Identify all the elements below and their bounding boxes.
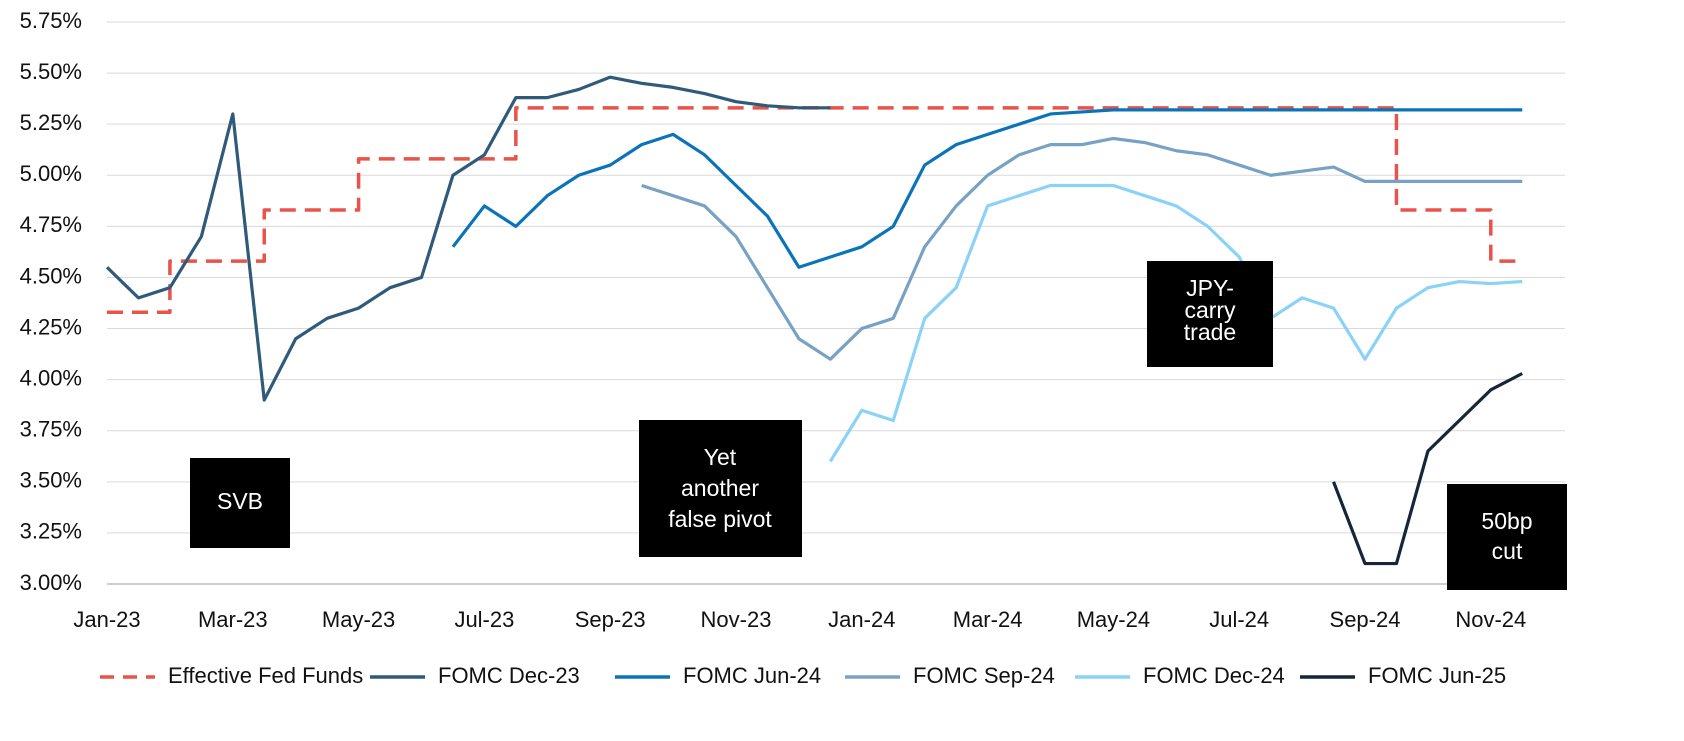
x-tick-label: Sep-24 (1330, 607, 1401, 632)
x-tick-label: Jan-24 (828, 607, 895, 632)
legend-label: FOMC Jun-24 (683, 663, 821, 688)
annotation-text: SVB (217, 488, 263, 514)
annotation: SVB (190, 458, 290, 548)
y-tick-label: 5.25% (20, 110, 82, 135)
legend-label: FOMC Sep-24 (913, 663, 1055, 688)
y-tick-label: 3.25% (20, 519, 82, 544)
x-tick-label: Sep-23 (575, 607, 646, 632)
x-tick-label: Mar-23 (198, 607, 268, 632)
y-tick-label: 4.00% (20, 365, 82, 390)
x-tick-label: Nov-23 (701, 607, 772, 632)
legend-entry: Effective Fed Funds (100, 663, 363, 688)
annotation-text: cut (1492, 538, 1523, 564)
x-tick-label: Mar-24 (953, 607, 1023, 632)
annotation-text: carry (1184, 297, 1236, 323)
y-tick-label: 5.50% (20, 59, 82, 84)
annotation-box (639, 420, 802, 557)
annotation-text: trade (1184, 319, 1236, 345)
legend-entry: FOMC Jun-24 (615, 663, 821, 688)
annotation-box (1447, 484, 1567, 590)
legend-label: FOMC Jun-25 (1368, 663, 1506, 688)
grid (107, 21, 1565, 585)
legend-entry: FOMC Dec-24 (1075, 663, 1285, 688)
series-line (107, 106, 1523, 314)
y-tick-label: 3.50% (20, 468, 82, 493)
y-tick-label: 4.25% (20, 314, 82, 339)
annotation-text: false pivot (668, 506, 772, 532)
y-tick-label: 5.00% (20, 161, 82, 186)
legend-label: FOMC Dec-23 (438, 663, 580, 688)
x-tick-label: May-24 (1077, 607, 1150, 632)
annotation-text: another (681, 475, 759, 501)
annotation: 50bp cut (1447, 484, 1567, 590)
legend-label: Effective Fed Funds (168, 663, 363, 688)
y-tick-label: 3.00% (20, 570, 82, 595)
legend-label: FOMC Dec-24 (1143, 663, 1285, 688)
y-tick-label: 5.75% (20, 8, 82, 33)
annotation-text: JPY- (1186, 275, 1234, 301)
y-tick-label: 4.75% (20, 212, 82, 237)
annotation-text: 50bp (1481, 508, 1532, 534)
series-line (641, 136, 1523, 361)
annotation: Yet another false pivot (639, 420, 802, 557)
x-tick-label: Jul-24 (1209, 607, 1269, 632)
series-line (105, 75, 831, 402)
annotation-box (190, 458, 290, 548)
y-tick-label: 4.50% (20, 263, 82, 288)
legend-entry: FOMC Dec-23 (370, 663, 580, 688)
annotation: JPY- carry trade (1147, 261, 1273, 367)
series-line (1332, 372, 1523, 566)
annotation-text: Yet (704, 444, 737, 470)
x-tick-label: May-23 (322, 607, 395, 632)
x-tick-label: Nov-24 (1455, 607, 1526, 632)
legend-entry: FOMC Jun-25 (1300, 663, 1506, 688)
y-tick-label: 3.75% (20, 417, 82, 442)
annotation-box (1147, 261, 1273, 367)
series-line (451, 108, 1523, 269)
x-tick-label: Jul-23 (454, 607, 514, 632)
x-tick-label: Jan-23 (73, 607, 140, 632)
series-line (828, 183, 1523, 463)
legend-entry: FOMC Sep-24 (845, 663, 1055, 688)
